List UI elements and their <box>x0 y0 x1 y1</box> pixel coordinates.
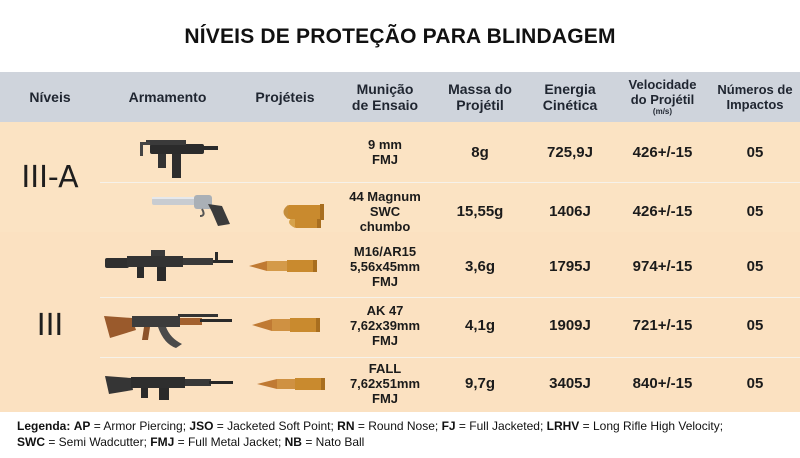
municao-line: 7,62x51mm <box>349 375 421 391</box>
fal-rifle-image <box>105 376 233 400</box>
legend-abbr: FJ <box>441 419 456 433</box>
municao-cell: 9 mm FMJ <box>335 127 435 177</box>
556-bullet-image <box>249 260 317 272</box>
header-municao: Munição de Ensaio <box>335 72 435 122</box>
energia-cell: 725,9J <box>547 143 593 161</box>
municao-line: chumbo <box>359 218 411 234</box>
legend-text: = Armor Piercing; <box>90 419 190 433</box>
header-impactos-line1: Números de <box>717 82 793 97</box>
velocidade-cell: 840+/-15 <box>632 374 693 392</box>
uzi-submachine-gun-image <box>140 140 218 178</box>
legend-abbr: AP <box>73 419 91 433</box>
m16-rifle-image <box>105 250 233 281</box>
velocidade-cell: 974+/-15 <box>632 257 693 275</box>
row-divider <box>100 357 800 358</box>
municao-line: 44 Magnum <box>349 188 421 204</box>
impactos-cell: 05 <box>746 316 764 334</box>
municao-line: M16/AR15 <box>353 243 417 259</box>
massa-cell: 15,55g <box>456 202 504 220</box>
legend-text: = Jacketed Soft Point; <box>213 419 338 433</box>
header-energia-line2: Cinética <box>542 97 598 113</box>
header-municao-line1: Munição <box>356 81 414 97</box>
velocidade-cell: 426+/-15 <box>632 143 693 161</box>
municao-cell: FALL 7,62x51mm FMJ <box>335 356 435 410</box>
velocidade-cell: 426+/-15 <box>632 202 693 220</box>
level-label-iii: III <box>36 308 64 343</box>
municao-line: FMJ <box>372 390 398 406</box>
header-velocidade-line1: Velocidade <box>628 77 697 92</box>
velocidade-cell: 721+/-15 <box>632 316 693 334</box>
legend: Legenda: AP = Armor Piercing; JSO = Jack… <box>17 418 797 450</box>
row-divider <box>100 297 800 298</box>
header-velocidade-line2: do Projétil <box>630 92 695 107</box>
44-magnum-bullet-image <box>283 204 324 220</box>
header-impactos-line2: Impactos <box>726 97 784 112</box>
762x39-bullet-image <box>252 318 320 332</box>
header-energia-line1: Energia <box>544 81 596 97</box>
municao-cell: AK 47 7,62x39mm FMJ <box>335 298 435 352</box>
legend-abbr: JSO <box>189 419 214 433</box>
header-impactos: Números de Impactos <box>710 72 800 122</box>
header-projeteis: Projéteis <box>255 89 315 105</box>
legend-abbr: LRHV <box>546 419 580 433</box>
municao-line: FMJ <box>372 273 398 289</box>
impactos-cell: 05 <box>746 202 764 220</box>
municao-line: FMJ <box>372 152 398 167</box>
legend-abbr: FMJ <box>150 435 175 449</box>
legend-abbr: SWC <box>17 435 45 449</box>
massa-cell: 8g <box>471 143 489 161</box>
legend-text: = Semi Wadcutter; <box>45 435 151 449</box>
legend-abbr: RN <box>337 419 355 433</box>
level-band-iii-a <box>0 122 800 232</box>
impactos-cell: 05 <box>746 374 764 392</box>
municao-line: 5,56x45mm <box>349 258 421 274</box>
legend-text: = Round Nose; <box>354 419 442 433</box>
header-energia: Energia Cinética <box>525 72 615 122</box>
massa-cell: 3,6g <box>464 257 495 275</box>
magnum-revolver-image <box>152 195 230 226</box>
energia-cell: 3405J <box>549 374 591 392</box>
762x51-bullet-image <box>257 378 325 390</box>
energia-cell: 1406J <box>549 202 591 220</box>
header-velocidade-unit: (m/s) <box>652 107 673 116</box>
municao-line: AK 47 <box>366 302 404 318</box>
municao-line: FMJ <box>372 332 398 348</box>
header-massa-line2: Projétil <box>456 97 504 113</box>
header-velocidade: Velocidade do Projétil (m/s) <box>615 72 710 122</box>
legend-text: = Nato Ball <box>301 435 365 449</box>
municao-cell: 44 Magnum SWC chumbo <box>335 185 435 237</box>
municao-line: 7,62x39mm <box>349 317 421 333</box>
row-divider <box>100 182 800 183</box>
header-armamento: Armamento <box>128 89 207 105</box>
legend-text: = Full Jacketed; <box>455 419 547 433</box>
massa-cell: 9,7g <box>464 374 495 392</box>
legend-text: = Full Metal Jacket; <box>174 435 285 449</box>
header-municao-line2: de Ensaio <box>351 97 419 113</box>
header-massa: Massa do Projétil <box>435 72 525 122</box>
energia-cell: 1909J <box>549 316 591 334</box>
legend-abbr: NB <box>284 435 302 449</box>
table-header: Níveis Armamento Projéteis Munição de Ens… <box>0 72 800 122</box>
legend-prefix: Legenda: <box>17 419 71 433</box>
legend-text: = Long Rifle High Velocity; <box>579 419 724 433</box>
municao-cell: M16/AR15 5,56x45mm FMJ <box>335 240 435 292</box>
page-title: NÍVEIS DE PROTEÇÃO PARA BLINDAGEM <box>184 25 616 48</box>
impactos-cell: 05 <box>746 143 764 161</box>
header-massa-line1: Massa do <box>448 81 512 97</box>
level-label-iii-a: III-A <box>21 160 79 195</box>
header-niveis: Níveis <box>29 89 71 105</box>
municao-line: SWC <box>369 203 401 219</box>
energia-cell: 1795J <box>549 257 591 275</box>
municao-line: FALL <box>368 360 402 376</box>
municao-line: 9 mm <box>368 137 402 152</box>
protection-levels-table: Níveis Armamento Projéteis Munição de Ens… <box>0 72 800 412</box>
massa-cell: 4,1g <box>464 316 495 334</box>
impactos-cell: 05 <box>746 257 764 275</box>
ak47-rifle-image <box>104 314 232 348</box>
